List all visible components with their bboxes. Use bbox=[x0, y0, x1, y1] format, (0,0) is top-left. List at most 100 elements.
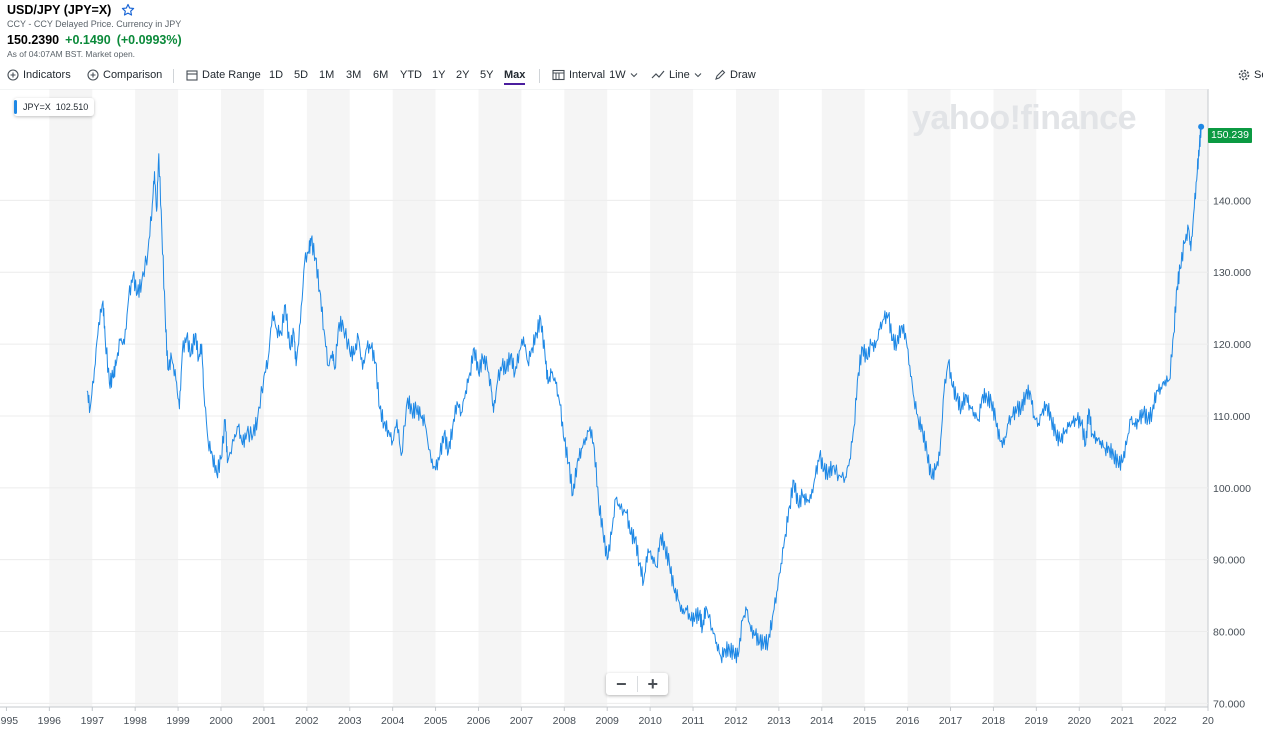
x-tick-label: 2019 bbox=[1025, 715, 1049, 727]
pencil-icon bbox=[715, 69, 726, 80]
interval-button[interactable]: Interval 1W bbox=[552, 69, 638, 81]
y-tick-label: 100.000 bbox=[1213, 483, 1251, 495]
x-tick-label: 2012 bbox=[724, 715, 748, 727]
range-ytd[interactable]: YTD bbox=[400, 69, 422, 81]
range-5y[interactable]: 5Y bbox=[480, 69, 493, 81]
x-tick-label: 2010 bbox=[638, 715, 662, 727]
range-2y[interactable]: 2Y bbox=[456, 69, 469, 81]
x-tick-label: 2014 bbox=[810, 715, 834, 727]
current-price: 150.2390 bbox=[7, 33, 60, 47]
year-band bbox=[478, 89, 522, 707]
year-band bbox=[1165, 89, 1208, 707]
x-tick-label: 2021 bbox=[1110, 715, 1134, 727]
year-band bbox=[135, 89, 179, 707]
x-tick-label: 1998 bbox=[123, 715, 147, 727]
plus-circle-icon bbox=[7, 69, 19, 81]
x-tick-label: 2006 bbox=[467, 715, 491, 727]
x-tick-label: 2015 bbox=[853, 715, 877, 727]
year-band bbox=[564, 89, 608, 707]
range-1d[interactable]: 1D bbox=[269, 69, 283, 81]
date-range-label: Date Range bbox=[202, 69, 261, 81]
price-change: +0.1490 bbox=[65, 33, 111, 47]
range-label: 1M bbox=[319, 69, 335, 81]
range-label-active: Max bbox=[504, 69, 526, 85]
zoom-divider bbox=[636, 676, 638, 692]
indicators-button[interactable]: Indicators bbox=[7, 69, 71, 81]
x-tick-label: 2000 bbox=[209, 715, 233, 727]
settings-button[interactable]: Se bbox=[1238, 69, 1263, 81]
zoom-out-button[interactable]: − bbox=[615, 673, 627, 694]
price-change-pct: (+0.0993%) bbox=[116, 33, 182, 47]
year-band bbox=[1079, 89, 1123, 707]
x-tick-label: 2008 bbox=[553, 715, 577, 727]
x-tick-label: 20 bbox=[1202, 715, 1214, 727]
zoom-controls: − + bbox=[606, 673, 668, 695]
chart-toolbar: Indicators Comparison Date Range 1D 5D 1… bbox=[0, 66, 1263, 88]
range-5d[interactable]: 5D bbox=[294, 69, 308, 81]
price-line bbox=[86, 126, 1202, 664]
calendar-icon bbox=[186, 70, 198, 81]
x-tick-label: 2013 bbox=[767, 715, 791, 727]
x-tick-label: 2003 bbox=[338, 715, 362, 727]
y-tick-label: 70.000 bbox=[1213, 698, 1245, 710]
draw-label: Draw bbox=[730, 69, 756, 81]
x-tick-label: 2002 bbox=[295, 715, 319, 727]
y-tick-label: 120.000 bbox=[1213, 339, 1251, 351]
quote-subtitle: CCY - CCY Delayed Price. Currency in JPY bbox=[7, 19, 182, 29]
y-tick-label: 90.000 bbox=[1213, 555, 1245, 567]
range-label: 6M bbox=[373, 69, 389, 81]
year-band bbox=[821, 89, 865, 707]
range-1m[interactable]: 1M bbox=[319, 69, 334, 81]
range-max[interactable]: Max bbox=[504, 69, 526, 85]
y-tick-label: 140.000 bbox=[1213, 195, 1251, 207]
x-tick-label: 2011 bbox=[682, 715, 705, 727]
y-tick-label: 130.000 bbox=[1213, 267, 1251, 279]
yahoo-finance-watermark: yahoo!finance bbox=[912, 99, 1136, 137]
x-tick-label: 2022 bbox=[1153, 715, 1177, 727]
star-icon[interactable] bbox=[121, 3, 135, 17]
plus-circle-icon bbox=[87, 69, 99, 81]
range-3m[interactable]: 3M bbox=[346, 69, 361, 81]
legend-value: 102.510 bbox=[55, 102, 89, 112]
x-tick-label: 2016 bbox=[896, 715, 920, 727]
interval-label: Interval bbox=[569, 69, 606, 81]
toolbar-divider bbox=[539, 69, 540, 83]
year-band bbox=[306, 89, 350, 707]
toolbar-divider bbox=[173, 69, 174, 83]
x-tick-label: 2009 bbox=[596, 715, 620, 727]
range-label: 1D bbox=[269, 69, 284, 81]
x-tick-label: 1996 bbox=[38, 715, 62, 727]
x-tick-label: 1995 bbox=[0, 715, 18, 727]
range-label: YTD bbox=[400, 69, 422, 81]
year-band bbox=[735, 89, 779, 707]
x-tick-label: 2004 bbox=[381, 715, 405, 727]
chart-type-label: Line bbox=[669, 69, 690, 81]
draw-button[interactable]: Draw bbox=[714, 69, 756, 81]
series-legend[interactable]: JPY=X 102.510 bbox=[14, 98, 95, 116]
chart-type-button[interactable]: Line bbox=[651, 69, 702, 81]
quote-title: USD/JPY (JPY=X) bbox=[7, 3, 112, 17]
range-label: 5Y bbox=[480, 69, 494, 81]
price-chart[interactable]: 70.000 80.000 90.000 100.000 110.000 120.000 1… bbox=[0, 89, 1263, 739]
range-6m[interactable]: 6M bbox=[373, 69, 388, 81]
settings-label: Se bbox=[1254, 69, 1263, 81]
zoom-in-button[interactable]: + bbox=[647, 673, 658, 694]
x-tick-label: 2005 bbox=[424, 715, 448, 727]
comparison-button[interactable]: Comparison bbox=[87, 69, 162, 81]
x-tick-label: 2007 bbox=[510, 715, 534, 727]
interval-value: 1W bbox=[609, 69, 626, 81]
range-label: 2Y bbox=[456, 69, 470, 81]
year-band bbox=[392, 89, 436, 707]
year-band bbox=[650, 89, 694, 707]
x-tick-label: 2001 bbox=[252, 715, 276, 727]
y-tick-label: 110.000 bbox=[1213, 411, 1250, 423]
legend-symbol: JPY=X bbox=[23, 102, 51, 112]
chart-area[interactable]: 70.000 80.000 90.000 100.000 110.000 120.000 1… bbox=[0, 89, 1263, 739]
year-band bbox=[49, 89, 93, 707]
range-label: 5D bbox=[294, 69, 309, 81]
date-range-button[interactable]: Date Range bbox=[186, 69, 261, 81]
range-label: 1Y bbox=[432, 69, 446, 81]
range-1y[interactable]: 1Y bbox=[432, 69, 445, 81]
x-tick-label: 1997 bbox=[81, 715, 105, 727]
y-tick-label: 80.000 bbox=[1213, 627, 1245, 639]
